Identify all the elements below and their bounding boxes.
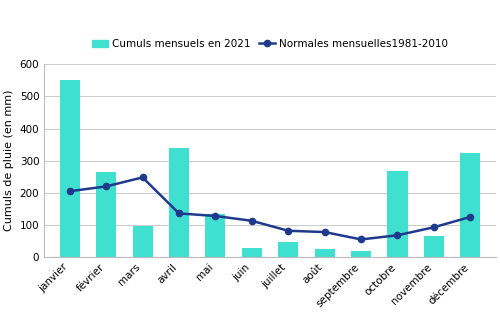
Bar [424,236,444,257]
Bar [351,251,371,257]
Bar [96,172,116,257]
Bar [314,249,334,257]
Bar [278,242,298,257]
Legend: Cumuls mensuels en 2021, Normales mensuelles1981-2010: Cumuls mensuels en 2021, Normales mensue… [88,35,452,53]
Bar [388,171,407,257]
Y-axis label: Cumuls de pluie (en mm): Cumuls de pluie (en mm) [4,90,14,231]
Bar [206,214,226,257]
Bar [460,153,480,257]
Bar [242,249,262,257]
Bar [60,80,80,257]
Bar [132,226,152,257]
Bar [169,148,189,257]
